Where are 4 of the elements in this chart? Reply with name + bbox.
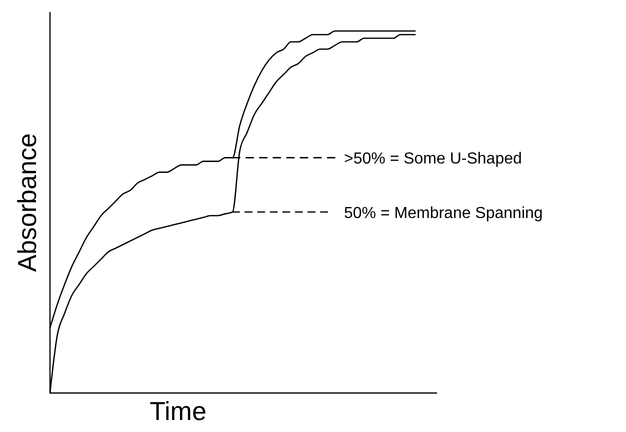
annotation: >50% = Some U-Shaped <box>344 150 522 168</box>
annotation: 50% = Membrane Spanning <box>344 205 543 222</box>
y-axis-title: Absorbance <box>12 133 42 272</box>
x-axis-title: Time <box>150 396 206 426</box>
